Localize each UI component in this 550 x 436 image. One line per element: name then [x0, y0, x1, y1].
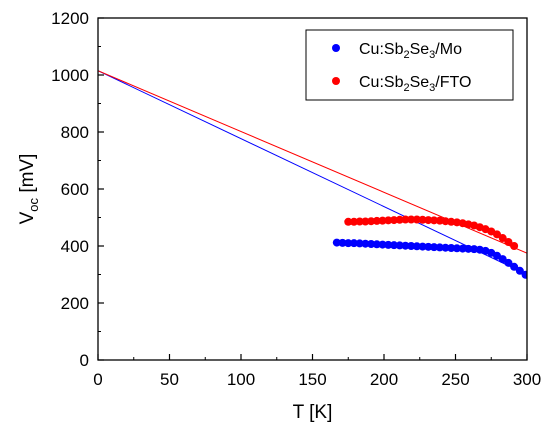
data-point-s1-7 — [384, 216, 393, 225]
fit-lines — [98, 70, 527, 275]
x-tick-label: 300 — [513, 370, 541, 389]
legend-label-fto: Cu:Sb2Se3/FTO — [359, 74, 471, 94]
data-point-s1-28 — [504, 238, 513, 247]
x-tick-label: 100 — [227, 370, 255, 389]
data-point-s1-27 — [498, 234, 507, 243]
x-axis-label: T [K] — [293, 402, 333, 423]
y-tick-label: 200 — [61, 294, 89, 313]
x-tick-label: 50 — [160, 370, 179, 389]
x-tick-label: 0 — [93, 370, 102, 389]
legend: Cu:Sb2Se3/Mo Cu:Sb2Se3/FTO — [305, 29, 514, 101]
y-axis-ticks: 0 200 400 600 800 1000 1200 — [51, 9, 104, 370]
data-point-s1-12 — [412, 215, 421, 224]
data-point-s0-0 — [332, 238, 341, 247]
data-point-s0-14 — [412, 242, 421, 251]
legend-fto-part1: Cu:Sb — [359, 74, 404, 91]
data-point-s0-31 — [510, 262, 519, 271]
data-point-s0-9 — [384, 240, 393, 249]
data-point-s1-4 — [367, 217, 376, 226]
data-point-s1-1 — [349, 217, 358, 226]
y-axis-label-base: V — [17, 211, 38, 224]
data-point-s0-30 — [504, 258, 513, 267]
y-tick-label: 1000 — [51, 66, 89, 85]
data-point-s0-16 — [424, 242, 433, 251]
data-point-s1-26 — [492, 230, 501, 239]
fit-line-0 — [98, 70, 527, 275]
data-point-s0-15 — [418, 242, 427, 251]
data-point-s1-8 — [390, 216, 399, 225]
y-axis-label: Voc [mV] — [17, 154, 41, 225]
legend-label-mo: Cu:Sb2Se3/Mo — [359, 41, 462, 61]
legend-mo-part2: Se — [410, 41, 430, 58]
data-point-s0-6 — [367, 240, 376, 249]
data-point-s1-13 — [418, 215, 427, 224]
data-point-s0-32 — [515, 266, 524, 275]
legend-mo-sub2: 3 — [429, 49, 435, 61]
legend-fto-part2: Se — [410, 74, 430, 91]
x-tick-label: 250 — [441, 370, 469, 389]
data-point-s0-4 — [355, 239, 364, 248]
x-tick-label: 200 — [370, 370, 398, 389]
data-point-s0-7 — [372, 240, 381, 249]
legend-marker-mo — [332, 44, 340, 52]
data-point-s1-2 — [355, 217, 364, 226]
data-point-s0-12 — [401, 241, 410, 250]
legend-fto-part3: /FTO — [435, 74, 471, 91]
data-point-s0-23 — [464, 244, 473, 253]
data-point-s0-5 — [361, 239, 370, 248]
data-point-s0-11 — [395, 241, 404, 250]
data-point-s1-6 — [378, 216, 387, 225]
data-point-s1-10 — [401, 215, 410, 224]
legend-box — [305, 29, 514, 101]
y-tick-label: 0 — [80, 351, 89, 370]
legend-fto-sub1: 2 — [403, 82, 409, 94]
data-point-s0-33 — [521, 270, 527, 279]
data-point-s0-2 — [344, 239, 353, 248]
data-point-s0-29 — [498, 255, 507, 264]
data-point-s1-9 — [395, 215, 404, 224]
data-points — [332, 215, 527, 279]
legend-mo-part3: /Mo — [435, 41, 462, 58]
data-point-s0-3 — [349, 239, 358, 248]
data-point-s0-8 — [378, 240, 387, 249]
y-tick-label: 600 — [61, 180, 89, 199]
legend-fto-sub2: 3 — [429, 82, 435, 94]
data-point-s1-29 — [510, 242, 519, 250]
y-tick-label: 800 — [61, 123, 89, 142]
data-point-s0-18 — [435, 243, 444, 252]
legend-marker-fto — [332, 77, 340, 85]
y-axis-label-subscript: oc — [26, 197, 41, 211]
data-point-s1-14 — [424, 216, 433, 225]
y-tick-label: 400 — [61, 237, 89, 256]
data-point-s0-17 — [430, 243, 439, 252]
data-point-s0-20 — [447, 243, 456, 252]
data-point-s0-1 — [338, 238, 347, 247]
data-point-s0-19 — [441, 243, 450, 252]
y-axis-label-unit: [mV] — [17, 154, 38, 198]
data-point-s1-0 — [344, 217, 353, 226]
x-axis-ticks: 0 50 100 150 200 250 300 — [93, 354, 541, 389]
data-point-s1-5 — [372, 216, 381, 225]
data-point-s1-3 — [361, 217, 370, 226]
data-point-s0-22 — [458, 244, 467, 253]
legend-mo-sub1: 2 — [403, 49, 409, 61]
data-point-s1-15 — [430, 216, 439, 225]
y-tick-label: 1200 — [51, 9, 89, 28]
x-tick-label: 150 — [298, 370, 326, 389]
data-point-s0-10 — [390, 241, 399, 250]
data-point-s0-21 — [452, 244, 461, 253]
data-point-s1-11 — [407, 215, 416, 224]
legend-mo-part1: Cu:Sb — [359, 41, 404, 58]
data-point-s0-13 — [407, 242, 416, 250]
